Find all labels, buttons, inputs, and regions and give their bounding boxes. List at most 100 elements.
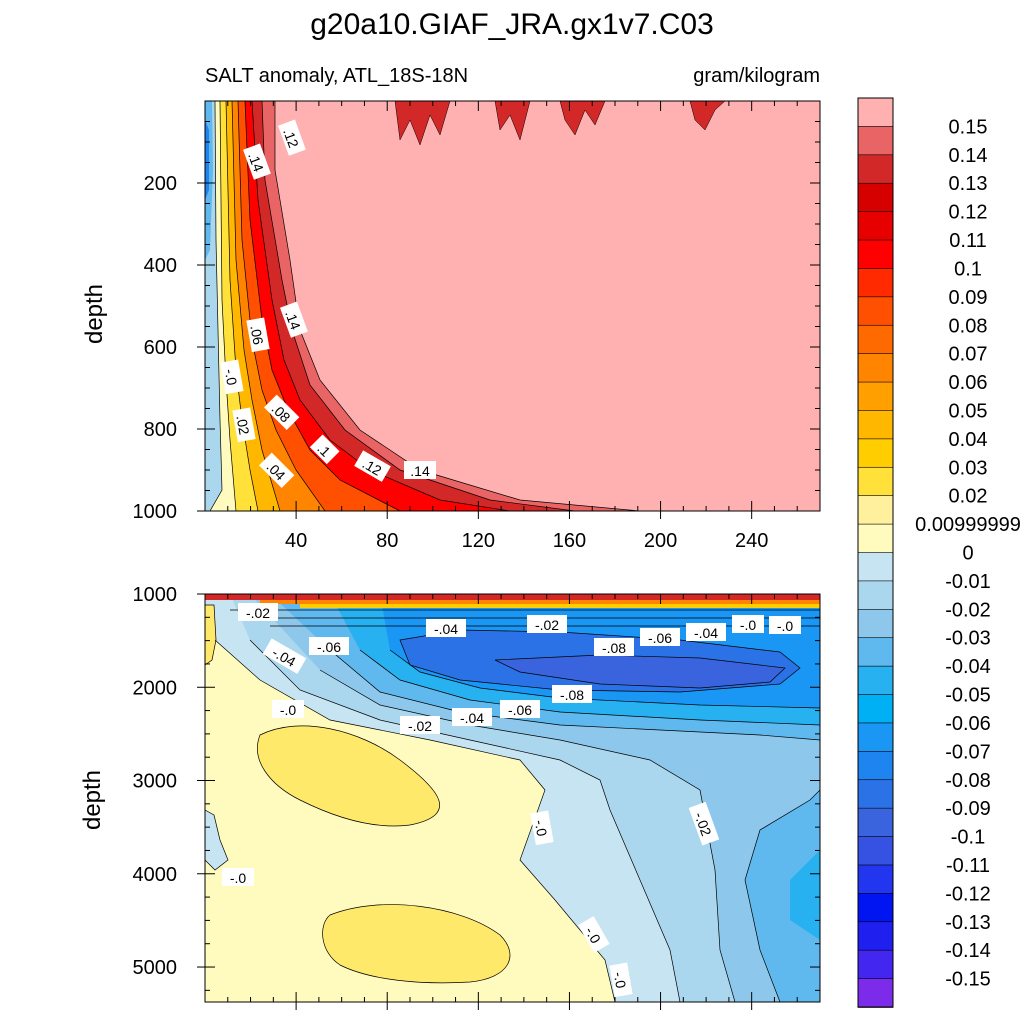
colorbar-label: 0.05 bbox=[949, 400, 988, 422]
contour-label: .12 bbox=[278, 119, 306, 156]
colorbar-label: 0.06 bbox=[949, 372, 988, 394]
contour-label-bg bbox=[500, 700, 540, 718]
contour-label: -.06 bbox=[500, 700, 540, 718]
chart-subtitle-left: SALT anomaly, ATL_18S-18N bbox=[205, 65, 468, 87]
colorbar-label: 0.15 bbox=[949, 116, 988, 138]
colorbar-swatch bbox=[857, 665, 894, 696]
colorbar-swatch bbox=[857, 523, 894, 554]
colorbar-swatch bbox=[857, 978, 894, 1008]
colorbar-label: -0.1 bbox=[951, 827, 985, 849]
colorbar-label: -0.12 bbox=[945, 883, 991, 905]
contour-label-bg bbox=[732, 615, 764, 633]
lower-surface-red bbox=[205, 594, 820, 600]
colorbar-swatch bbox=[857, 637, 894, 667]
contour-label-text: -.0 bbox=[611, 971, 630, 990]
lower-deep-blue-cell bbox=[790, 850, 820, 940]
contour-label-bg bbox=[552, 685, 592, 703]
colorbar-label: 0.12 bbox=[949, 202, 988, 224]
contour-label: .02 bbox=[232, 407, 256, 443]
colorbar-swatch bbox=[857, 268, 894, 298]
colorbar-label: -0.14 bbox=[945, 940, 991, 962]
colorbar-swatch bbox=[857, 722, 894, 753]
contour-label-bg bbox=[278, 119, 306, 156]
contour-label-text: .12 bbox=[280, 126, 302, 150]
contour-label: .14 bbox=[243, 143, 271, 180]
lower-y-tick-label: 2000 bbox=[133, 677, 178, 699]
colorbar-swatch bbox=[857, 694, 894, 724]
colorbar-label: -0.07 bbox=[945, 741, 991, 763]
colorbar-swatch bbox=[857, 182, 894, 213]
colorbar-swatch bbox=[857, 864, 894, 895]
contour-label: -.02 bbox=[527, 615, 567, 633]
colorbar-swatch bbox=[857, 353, 894, 383]
contour-label-bg bbox=[272, 700, 304, 718]
contour-label-bg bbox=[686, 623, 726, 641]
contour-label: -.08 bbox=[552, 685, 592, 703]
contour-label-bg bbox=[220, 359, 244, 395]
colorbar-label: -0.09 bbox=[945, 798, 991, 820]
lower-left-pocket-top bbox=[205, 604, 217, 666]
contour-label-text: -.04 bbox=[694, 625, 718, 641]
contour-label-text: -.0 bbox=[222, 368, 241, 387]
colorbar-label: -0.15 bbox=[945, 969, 991, 991]
upper-y-tick-label: 800 bbox=[144, 419, 177, 441]
colorbar-swatch bbox=[857, 836, 894, 866]
upper-surface-streaks bbox=[394, 101, 726, 146]
contour-label-bg bbox=[309, 434, 340, 465]
contour-label-bg bbox=[222, 868, 254, 886]
contour-label-bg bbox=[264, 394, 300, 430]
contour-label-text: .02 bbox=[233, 414, 252, 436]
colorbar-label: -0.08 bbox=[945, 770, 991, 792]
lower-surface-yellow bbox=[300, 604, 820, 608]
contour-label-bg bbox=[262, 638, 307, 674]
axis-ticks: 40 80 120 160 200 240 200 400 600 800 1000 1000 2000… bbox=[133, 101, 820, 1010]
contour-label-bg bbox=[259, 452, 295, 488]
contour-label: -.0 bbox=[609, 962, 633, 998]
colorbar-label: 0.09 bbox=[949, 287, 988, 309]
colorbar-swatch bbox=[857, 779, 894, 809]
colorbar-label: 0.14 bbox=[949, 145, 988, 167]
contour-label-text: -.0 bbox=[280, 702, 297, 718]
contour-label-bg bbox=[594, 638, 634, 656]
contour-label: -.06 bbox=[309, 637, 349, 655]
colorbar-label: 0.03 bbox=[949, 457, 988, 479]
contour-label: -.08 bbox=[594, 638, 634, 656]
chart-subtitle-right: gram/kilogram bbox=[693, 65, 820, 87]
contour-label: .04 bbox=[259, 452, 295, 488]
contour-label-bg bbox=[354, 450, 391, 482]
colorbar-label: -0.03 bbox=[945, 628, 991, 650]
x-tick-label: 80 bbox=[376, 530, 398, 552]
lower-left-pocket-mid bbox=[205, 809, 229, 871]
upper-y-tick-label: 600 bbox=[144, 337, 177, 359]
x-tick-label: 160 bbox=[553, 530, 586, 552]
contour-label: .06 bbox=[246, 317, 270, 353]
colorbar-label: 0.00999999 bbox=[915, 514, 1021, 536]
contour-label: -.02 bbox=[238, 603, 278, 621]
contour-label: -.0 bbox=[578, 916, 610, 953]
lower-y-tick-label: 5000 bbox=[133, 957, 178, 979]
contour-label-text: -.0 bbox=[230, 870, 247, 886]
contour-label: .14 bbox=[404, 461, 436, 479]
colorbar-swatch bbox=[857, 609, 894, 639]
lower-y-tick-label: 4000 bbox=[133, 864, 178, 886]
contour-label-text: -.02 bbox=[408, 718, 432, 734]
colorbar-swatch bbox=[857, 438, 894, 469]
contour-label-bg bbox=[452, 708, 492, 726]
contour-label-bg bbox=[238, 603, 278, 621]
contour-label: -.06 bbox=[640, 628, 680, 646]
upper-ylabel: depth bbox=[81, 284, 108, 344]
colorbar-label: -0.05 bbox=[945, 685, 991, 707]
lower-panel-frame bbox=[204, 593, 821, 1003]
contour-label-bg bbox=[769, 616, 801, 634]
contour-label-text: -.02 bbox=[246, 605, 270, 621]
contour-label: -.02 bbox=[688, 801, 720, 846]
colorbar-label: 0.08 bbox=[949, 315, 988, 337]
contour-label: -.0 bbox=[530, 810, 554, 846]
contour-label-bg bbox=[609, 962, 633, 998]
lower-y-tick-label: 3000 bbox=[133, 771, 178, 793]
contour-label-text: .14 bbox=[245, 150, 267, 174]
colorbar-label: -0.02 bbox=[945, 599, 991, 621]
contour-label: -.0 bbox=[222, 868, 254, 886]
colorbar-label: -0.06 bbox=[945, 713, 991, 735]
